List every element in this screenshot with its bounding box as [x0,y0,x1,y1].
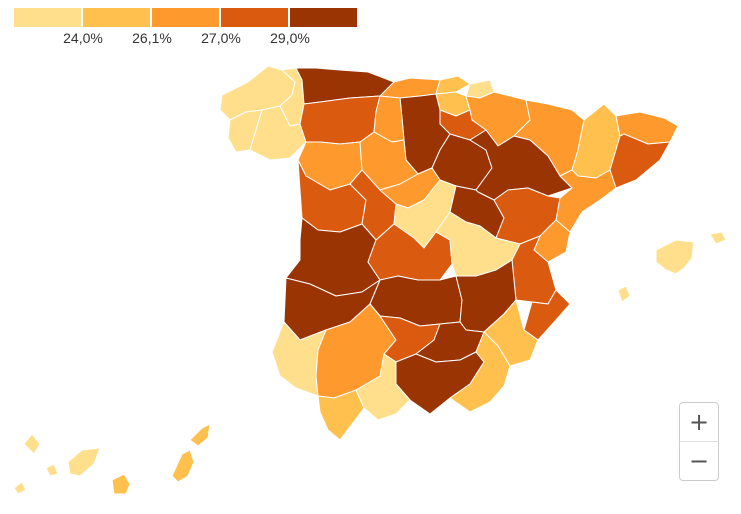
legend-swatch-2 [83,8,150,27]
legend-tick-2: 26,1% [132,30,172,46]
legend-swatch-5 [290,8,357,27]
legend-swatch-4 [221,8,288,27]
legend-tick-1: 24,0% [63,30,103,46]
province-illes-balears[interactable] [617,231,727,303]
legend-tick-3: 27,0% [201,30,241,46]
province-ourense[interactable] [249,105,307,161]
province-las-palmas[interactable] [111,423,211,495]
legend-tick-4: 29,0% [270,30,310,46]
province-tarragona[interactable] [555,169,617,233]
legend-swatch-3 [152,8,219,27]
map-legend: 24,0% 26,1% 27,0% 29,0% [14,8,358,50]
province-malaga[interactable] [355,353,411,421]
spain-province-map [13,65,727,495]
zoom-out-button[interactable]: − [679,441,719,481]
legend-swatch-1 [14,8,81,27]
zoom-in-button[interactable]: + [679,402,719,442]
province-cadiz[interactable] [317,389,365,441]
province-santa-cruz-de-tenerife[interactable] [13,433,101,495]
province-bizkaia[interactable] [435,75,471,95]
province-almeria[interactable] [449,331,511,413]
